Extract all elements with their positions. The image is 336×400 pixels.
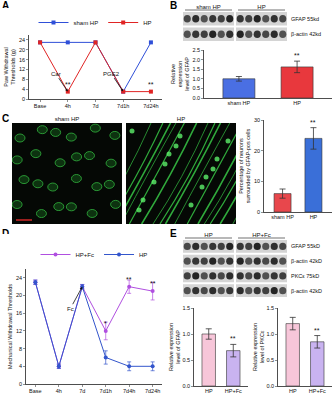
svg-text:sham HP: sham HP bbox=[228, 100, 251, 106]
svg-text:Relative expressionlevel of GF: Relative expressionlevel of GFAP bbox=[168, 323, 181, 371]
html-text:D: D bbox=[2, 228, 10, 239]
svg-text:**: ** bbox=[148, 81, 154, 88]
svg-text:1.0: 1.0 bbox=[266, 331, 274, 337]
svg-text:HP: HP bbox=[257, 4, 265, 10]
svg-text:sham HP: sham HP bbox=[55, 116, 80, 122]
svg-text:sham HP: sham HP bbox=[271, 214, 294, 220]
svg-text:0: 0 bbox=[257, 209, 260, 215]
svg-text:β-actin 42kd: β-actin 42kd bbox=[291, 31, 321, 37]
svg-text:0.5: 0.5 bbox=[266, 357, 274, 363]
svg-text:0.0: 0.0 bbox=[182, 383, 190, 389]
svg-text:1.0: 1.0 bbox=[192, 76, 200, 82]
svg-text:16: 16 bbox=[19, 57, 25, 63]
html-text:E: E bbox=[170, 228, 177, 239]
svg-text:20: 20 bbox=[16, 292, 22, 298]
svg-text:20: 20 bbox=[254, 148, 260, 154]
svg-text:**: ** bbox=[65, 81, 71, 88]
svg-text:24: 24 bbox=[19, 37, 25, 43]
svg-text:**: ** bbox=[294, 52, 300, 59]
svg-text:HP: HP bbox=[177, 116, 185, 122]
svg-text:Percentage of neuronssurrounde: Percentage of neuronssurrounded by GFAP-… bbox=[238, 128, 251, 203]
svg-text:1.0: 1.0 bbox=[182, 331, 190, 337]
svg-text:**: ** bbox=[310, 119, 316, 126]
svg-text:12: 12 bbox=[19, 66, 25, 72]
svg-text:7d: 7d bbox=[92, 103, 98, 109]
svg-text:**: ** bbox=[314, 327, 320, 334]
svg-text:7d24h: 7d24h bbox=[145, 388, 160, 394]
svg-text:sham HP: sham HP bbox=[196, 4, 221, 10]
svg-text:GFAP 55kd: GFAP 55kd bbox=[291, 16, 319, 22]
svg-text:HP: HP bbox=[139, 252, 147, 258]
svg-text:1.5: 1.5 bbox=[192, 66, 200, 72]
svg-text:Base: Base bbox=[29, 388, 42, 394]
svg-text:0: 0 bbox=[19, 381, 22, 387]
svg-text:PKCε 75kD: PKCε 75kD bbox=[291, 273, 319, 279]
svg-text:7d4h: 7d4h bbox=[123, 388, 135, 394]
svg-text:0: 0 bbox=[22, 96, 25, 102]
svg-text:Paw WithdrawalThresholds (g): Paw WithdrawalThresholds (g) bbox=[3, 47, 16, 86]
svg-text:*: * bbox=[104, 320, 107, 327]
svg-text:8: 8 bbox=[22, 76, 25, 82]
svg-text:4: 4 bbox=[19, 363, 22, 369]
svg-text:sham HP: sham HP bbox=[74, 20, 99, 26]
svg-text:4h: 4h bbox=[65, 103, 71, 109]
svg-text:HP+Fc: HP+Fc bbox=[76, 252, 95, 258]
svg-text:1.5: 1.5 bbox=[266, 305, 274, 311]
svg-text:30: 30 bbox=[254, 117, 260, 123]
svg-text:1.5: 1.5 bbox=[182, 305, 190, 311]
svg-text:β-actin 42kD: β-actin 42kD bbox=[291, 288, 322, 294]
svg-text:**: ** bbox=[126, 276, 132, 283]
html-text:A: A bbox=[2, 0, 10, 11]
svg-text:Base: Base bbox=[34, 103, 47, 109]
svg-text:HP: HP bbox=[205, 388, 213, 394]
svg-text:7d1h: 7d1h bbox=[100, 388, 112, 394]
svg-text:0.0: 0.0 bbox=[192, 95, 200, 101]
svg-text:Fc: Fc bbox=[67, 306, 74, 312]
svg-text:2.0: 2.0 bbox=[192, 57, 200, 63]
svg-text:**: ** bbox=[230, 335, 236, 342]
svg-text:10: 10 bbox=[254, 178, 260, 184]
svg-text:12: 12 bbox=[16, 328, 22, 334]
svg-text:PGE2: PGE2 bbox=[103, 71, 120, 77]
svg-text:16: 16 bbox=[16, 310, 22, 316]
svg-text:Relativeexpressionlevel of GFA: Relativeexpressionlevel of GFAP bbox=[170, 57, 190, 91]
svg-text:24: 24 bbox=[16, 275, 22, 281]
svg-text:4: 4 bbox=[22, 86, 25, 92]
svg-text:20: 20 bbox=[19, 47, 25, 53]
svg-text:0.5: 0.5 bbox=[192, 85, 200, 91]
svg-text:HP: HP bbox=[310, 214, 318, 220]
svg-text:8: 8 bbox=[19, 346, 22, 352]
svg-text:Car: Car bbox=[51, 71, 61, 77]
svg-text:0.5: 0.5 bbox=[182, 357, 190, 363]
svg-text:7d1h: 7d1h bbox=[117, 103, 129, 109]
svg-text:HP: HP bbox=[289, 388, 297, 394]
svg-text:Relative expressionlevel of PK: Relative expressionlevel of PKCε bbox=[252, 323, 265, 371]
svg-text:HP+Fc: HP+Fc bbox=[309, 388, 326, 394]
svg-text:HP+Fc: HP+Fc bbox=[252, 232, 271, 238]
svg-text:HP: HP bbox=[143, 20, 151, 26]
svg-text:β-actin 42kD: β-actin 42kD bbox=[291, 258, 322, 264]
svg-text:0.0: 0.0 bbox=[266, 383, 274, 389]
svg-text:Mechanical Withdrawal Threshol: Mechanical Withdrawal Thresholds bbox=[7, 284, 13, 369]
svg-text:2.5: 2.5 bbox=[192, 47, 200, 53]
html-text:C: C bbox=[2, 113, 10, 124]
svg-text:**: ** bbox=[150, 280, 156, 287]
svg-text:4h: 4h bbox=[56, 388, 62, 394]
html-text:B: B bbox=[170, 0, 178, 11]
svg-text:7d24h: 7d24h bbox=[143, 103, 158, 109]
svg-text:HP: HP bbox=[293, 100, 301, 106]
svg-text:HP: HP bbox=[204, 232, 212, 238]
svg-text:GFAP 55kD: GFAP 55kD bbox=[291, 243, 320, 249]
svg-text:7d: 7d bbox=[79, 388, 85, 394]
svg-text:HP+Fc: HP+Fc bbox=[225, 388, 242, 394]
